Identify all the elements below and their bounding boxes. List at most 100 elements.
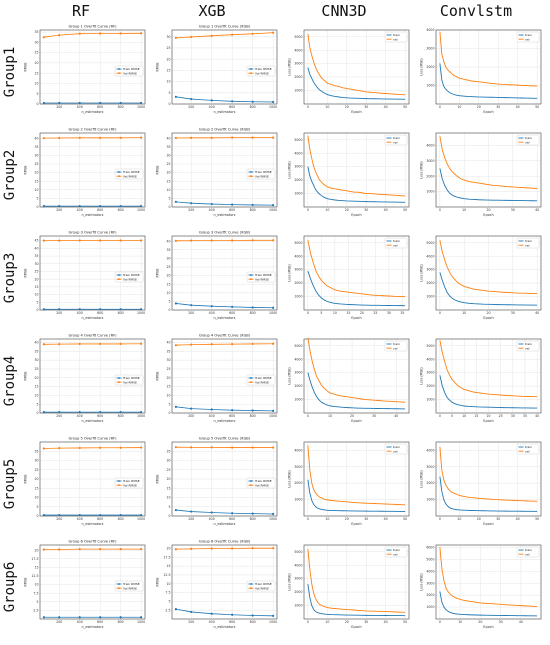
data-point [190, 407, 193, 410]
legend-label: val [393, 243, 398, 247]
y-tick-label: 3000 [294, 165, 302, 169]
data-point [99, 342, 102, 346]
y-tick-label: 40 [166, 341, 170, 345]
chart-title: Group 1 Overfit Curve (XGB) [199, 25, 251, 29]
axes-frame [171, 235, 278, 311]
series-line-train [307, 372, 406, 410]
legend-label: Val RMSE [255, 586, 269, 590]
series-line-train [175, 509, 274, 515]
y-axis-label: RMSE [156, 268, 160, 277]
x-tick-label: 0 [307, 620, 309, 624]
column-header-convlstm: Convlstm [439, 2, 513, 20]
legend-label: val [525, 449, 530, 453]
x-tick-label: 40 [519, 620, 523, 624]
x-tick-label: 600 [229, 105, 235, 109]
y-tick-label: 3000 [426, 581, 434, 585]
x-tick-label: 10 [325, 517, 329, 521]
x-axis-label: n_estimators [214, 316, 236, 320]
series-line-val [43, 137, 142, 139]
legend-label: Val RMSE [123, 277, 137, 281]
x-tick-label: 20 [486, 311, 490, 315]
x-tick-label: 35 [400, 311, 404, 315]
series-line-val [175, 239, 274, 242]
y-tick-label: 2000 [426, 384, 434, 388]
x-tick-label: 200 [188, 208, 194, 212]
y-tick-label: 1000 [294, 89, 302, 93]
y-tick-label: 15 [34, 486, 38, 490]
data-point [190, 304, 193, 307]
x-tick-label: 600 [97, 517, 103, 521]
data-point [140, 411, 143, 414]
x-tick-label: 40 [535, 414, 539, 418]
series-line-val [439, 136, 538, 189]
x-tick-label: 40 [535, 208, 539, 212]
y-tick-label: 20 [34, 61, 38, 65]
x-tick-label: 800 [250, 311, 256, 315]
y-tick-label: 6000 [426, 545, 434, 549]
data-point [272, 204, 275, 207]
y-tick-label: 15 [34, 285, 38, 289]
data-point [58, 101, 61, 105]
data-point [272, 136, 275, 139]
x-tick-label: 1000 [137, 208, 145, 212]
y-tick-label: 20 [166, 376, 170, 380]
y-tick-label: 30 [34, 358, 38, 362]
y-axis-label: RMSE [24, 577, 28, 586]
data-point [119, 239, 122, 242]
axes-frame [435, 544, 542, 620]
x-tick-label: 30 [496, 105, 500, 109]
x-tick-label: 1000 [269, 620, 277, 624]
series-line-val [439, 446, 538, 502]
x-tick-label: 20 [486, 414, 490, 418]
x-tick-label: 30 [511, 414, 515, 418]
y-tick-label: 5000 [294, 550, 302, 554]
data-point [190, 510, 193, 513]
data-point [119, 616, 122, 619]
y-tick-label: 25 [34, 51, 38, 55]
series-line-train [439, 63, 538, 99]
data-point [58, 513, 61, 517]
y-tick-label: 5 [168, 505, 170, 509]
series-line-val [307, 239, 406, 297]
y-tick-label: 0 [168, 514, 170, 518]
data-point [272, 409, 275, 412]
y-tick-label: 10 [166, 291, 170, 295]
data-point [140, 239, 143, 242]
y-tick-label: 2000 [426, 281, 434, 285]
chart-4-0: Group 5 Overfit Curve (RF) 0 5 10 15 20 25 30 35… [24, 437, 146, 526]
data-point [210, 239, 213, 242]
data-point [272, 31, 275, 34]
y-tick-label: 4000 [294, 48, 302, 52]
legend-marker [118, 171, 120, 173]
y-tick-label: 15 [166, 68, 170, 72]
x-axis-label: n_estimators [82, 625, 104, 629]
x-axis-label: n_estimators [82, 316, 104, 320]
series-line-train [175, 608, 274, 617]
x-tick-label: 50 [403, 517, 407, 521]
y-tick-label: 4000 [426, 448, 434, 452]
y-tick-label: 5 [36, 300, 38, 304]
x-tick-label: 30 [387, 311, 391, 315]
y-tick-label: 7.5 [33, 591, 38, 595]
x-axis-label: Epoch [351, 110, 361, 114]
legend-box [114, 65, 144, 77]
data-point [42, 447, 45, 450]
series-line-val [307, 445, 406, 506]
y-tick-label: 15 [34, 565, 38, 569]
y-tick-label: 15 [166, 486, 170, 490]
data-point [251, 203, 254, 207]
y-tick-label: 10 [34, 393, 38, 397]
y-tick-label: 1000 [426, 84, 434, 88]
legend-box [114, 168, 144, 180]
axes-frame [435, 132, 542, 208]
y-axis-label: Loss (MSE) [288, 58, 292, 75]
data-point [58, 308, 61, 311]
series-line-train [307, 270, 406, 307]
y-tick-label: 5000 [426, 557, 434, 561]
y-tick-label: 35 [166, 145, 170, 149]
y-tick-label: 10 [34, 496, 38, 500]
data-point [99, 239, 102, 242]
row-header-group2: Group2 [2, 149, 18, 201]
axes-frame [303, 544, 410, 620]
legend-marker [118, 381, 120, 384]
